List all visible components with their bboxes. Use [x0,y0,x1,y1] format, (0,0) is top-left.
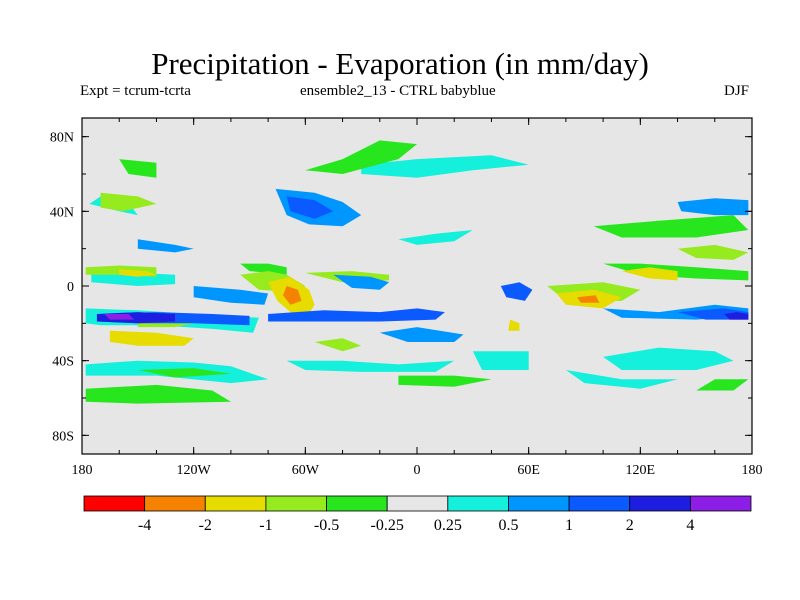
colorbar-swatch [629,495,691,512]
contour-region [314,338,362,352]
colorbar-label: 0.5 [498,517,518,534]
chart-title: Precipitation - Evaporation (in mm/day) [151,46,649,81]
contour-region [547,314,641,339]
colorbar-label: 2 [626,517,634,534]
contour-region [100,192,157,212]
colorbar-label: -4 [138,517,151,534]
colorbar-swatch [144,495,206,512]
contour-region [696,379,749,391]
colorbar-label: -0.25 [371,517,404,534]
contour-region [361,155,529,178]
colorbar-swatch [447,495,509,512]
contour-region [137,368,231,378]
colorbar-label: -1 [259,517,272,534]
x-tick-label: 120E [626,463,656,478]
y-tick-label: 80S [52,429,74,444]
contour-region [137,239,194,253]
y-tick-label: 0 [67,280,74,295]
contour-region [193,286,269,305]
contour-region [677,198,749,216]
y-tick-label: 40S [52,355,74,370]
contour-region [109,330,194,346]
colorbar-swatch [204,495,267,512]
contour-region [472,351,529,370]
ensemble-label: ensemble2_13 - CTRL babyblue [300,83,496,99]
contour-region [85,384,231,404]
contour-region [398,375,492,387]
colorbar-label: -2 [199,517,212,534]
colorbar-swatch [568,495,631,512]
colorbar-label: 0.25 [434,517,462,534]
x-tick-label: 60W [292,463,320,478]
contour-region [286,196,334,219]
colorbar-swatch [689,495,752,512]
contour-region [500,282,533,301]
experiment-label: Expt = tcrum-tcrta [80,83,191,99]
contour-region [240,263,287,275]
x-tick-label: 0 [414,463,421,478]
contour-region [565,370,678,389]
contour-region [677,244,749,260]
contour-region [379,327,464,342]
contour-region [268,398,529,413]
contour-region [621,267,678,281]
colorbar-swatch [508,495,570,512]
contour-region [724,312,749,320]
y-tick-label: 40N [50,205,74,220]
x-tick-label: 180 [72,463,93,478]
contour-region [603,347,734,370]
contour-region [119,159,157,178]
contour-region [137,293,250,309]
x-tick-label: 120W [177,463,212,478]
colorbar-label: 4 [686,517,694,534]
y-tick-label: 80N [50,131,74,146]
contour-region [398,230,473,245]
contour-region [508,319,520,331]
x-tick-label: 180 [742,463,763,478]
contour-region [577,295,600,303]
contour-region [119,269,157,277]
colorbar-label: -0.5 [314,517,339,534]
contour-region [333,274,390,290]
colorbar-swatch [386,495,449,512]
x-tick-label: 60E [517,463,540,478]
colorbar-swatch [265,495,327,512]
contour-region [593,215,749,238]
contour-region [305,140,417,174]
contour-region [283,286,302,305]
colorbar-label: 1 [565,517,573,534]
season-label: DJF [724,83,750,99]
colorbar-swatch [326,495,388,512]
contour-region [85,295,120,303]
contour-region [286,360,455,372]
contour-region [104,314,135,320]
colorbar-swatch [83,495,146,512]
contour-region [268,308,445,322]
contour-region [361,211,464,225]
